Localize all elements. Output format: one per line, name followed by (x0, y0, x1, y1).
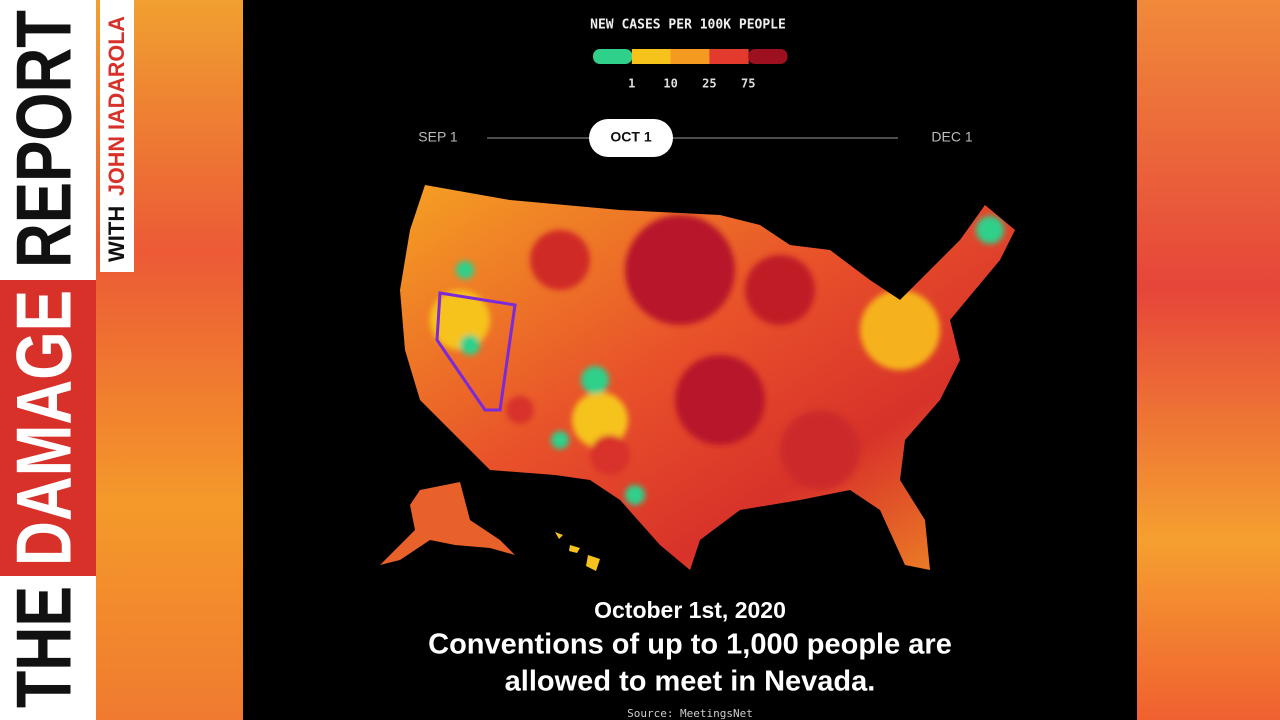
caption-headline: Conventions of up to 1,000 people are (428, 629, 952, 661)
legend-swatch (748, 49, 788, 64)
timeline-label: DEC 1 (931, 129, 972, 145)
timeline-label: OCT 1 (610, 129, 651, 145)
legend-label: 25 (702, 77, 716, 91)
timeline-handle[interactable] (589, 119, 673, 157)
caption-date: October 1st, 2020 (594, 597, 786, 623)
timeline: SEP 1 OCT 1 DEC 1 (418, 119, 973, 157)
legend-swatch (670, 49, 710, 64)
right-backdrop (1137, 0, 1280, 720)
logo-text: DAMAGE (0, 290, 88, 566)
legend-swatch (709, 49, 749, 64)
nevada-outline (435, 291, 517, 412)
legend-label: 1 (628, 77, 635, 91)
caption-headline: allowed to meet in Nevada. (505, 666, 876, 698)
logo-byline: WITH (104, 206, 129, 262)
legend: 1 10 25 75 (593, 49, 788, 91)
legend-title: NEW CASES PER 100K PEOPLE (590, 18, 786, 33)
logo-block (0, 280, 96, 576)
caption-source: Source: MeetingsNet (627, 707, 753, 720)
legend-label: 10 (663, 77, 677, 91)
logo-block (100, 0, 134, 272)
legend-swatch (593, 49, 633, 64)
legend-swatch (631, 49, 672, 64)
logo-text: REPORT (0, 10, 88, 268)
legend-label: 75 (741, 77, 755, 91)
logo-byline: JOHN IADAROLA (104, 16, 129, 196)
alaska (380, 482, 515, 565)
timeline-label: SEP 1 (418, 129, 458, 145)
logo: REPORT DAMAGE THE WITH JOHN IADAROLA (0, 0, 134, 720)
hawaii (555, 532, 600, 571)
logo-text: THE (0, 586, 88, 708)
logo-block (0, 0, 96, 280)
logo-block (0, 576, 96, 720)
